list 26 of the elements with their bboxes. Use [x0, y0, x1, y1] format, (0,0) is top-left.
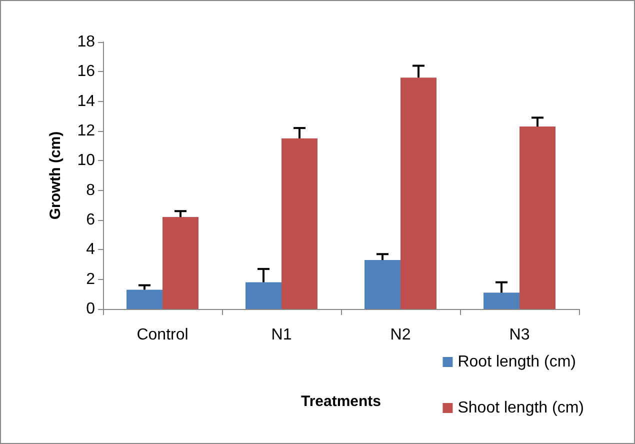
y-tick-label: 2	[86, 270, 96, 288]
x-tick-label: N1	[271, 326, 292, 344]
bar	[282, 138, 318, 309]
bar	[126, 290, 162, 309]
y-tick-label: 18	[77, 34, 96, 50]
y-axis-title: Growth (cm)	[47, 131, 64, 220]
bar	[520, 126, 556, 309]
bar	[484, 292, 520, 309]
y-tick-label: 14	[77, 92, 96, 110]
bar	[364, 260, 400, 309]
y-tick-label: 16	[77, 63, 96, 80]
legend-label: Shoot length (cm)	[458, 400, 584, 416]
bar	[400, 78, 436, 309]
y-tick-label: 0	[86, 300, 96, 318]
x-tick-label: N2	[390, 326, 411, 344]
legend-label: Root length (cm)	[458, 354, 576, 370]
x-axis-title: Treatments	[300, 393, 382, 410]
bar	[246, 282, 282, 309]
x-tick-label: Control	[136, 326, 188, 344]
x-tick-label: N3	[509, 326, 530, 344]
y-tick-label: 10	[77, 152, 96, 170]
y-tick-label: 12	[77, 122, 96, 140]
bar	[162, 217, 198, 309]
y-tick-label: 8	[86, 182, 96, 199]
y-tick-label: 6	[86, 212, 96, 228]
y-tick-label: 4	[86, 241, 96, 258]
